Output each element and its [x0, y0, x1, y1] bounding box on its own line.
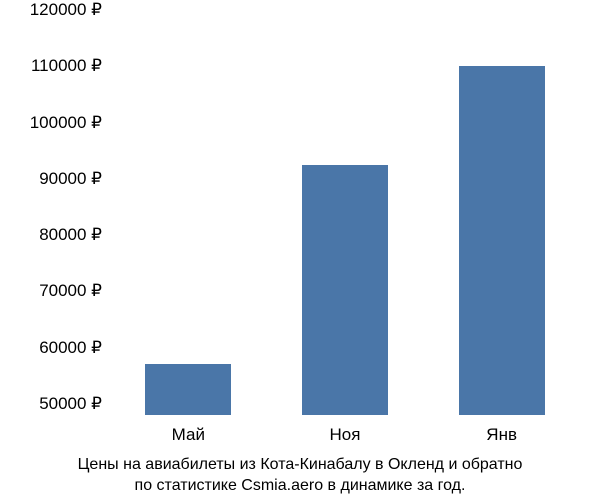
x-tick-label: Янв [486, 415, 517, 445]
x-tick-label: Ноя [330, 415, 361, 445]
y-tick-label: 80000 ₽ [39, 225, 110, 245]
y-tick-label: 50000 ₽ [39, 394, 110, 414]
x-tick-label: Май [172, 415, 205, 445]
y-tick-label: 70000 ₽ [39, 281, 110, 301]
bar [145, 364, 231, 415]
price-bar-chart: 50000 ₽ 60000 ₽ 70000 ₽ 80000 ₽ 90000 ₽ 10000… [0, 0, 600, 500]
plot-area: 50000 ₽60000 ₽70000 ₽80000 ₽90000 ₽10000… [110, 10, 580, 415]
y-tick-label: 100000 ₽ [30, 113, 110, 133]
y-tick-label: 110000 ₽ [31, 56, 110, 76]
bar [459, 66, 545, 415]
y-tick-label: 60000 ₽ [39, 338, 110, 358]
y-tick-label: 120000 ₽ [30, 0, 110, 20]
caption-line: по статистике Csmia.aero в динамике за г… [0, 476, 600, 497]
bar [302, 165, 388, 415]
chart-caption: Цены на авиабилеты из Кота-Кинабалу в Ок… [0, 455, 600, 497]
caption-line: Цены на авиабилеты из Кота-Кинабалу в Ок… [0, 455, 600, 476]
y-tick-label: 90000 ₽ [39, 169, 110, 189]
